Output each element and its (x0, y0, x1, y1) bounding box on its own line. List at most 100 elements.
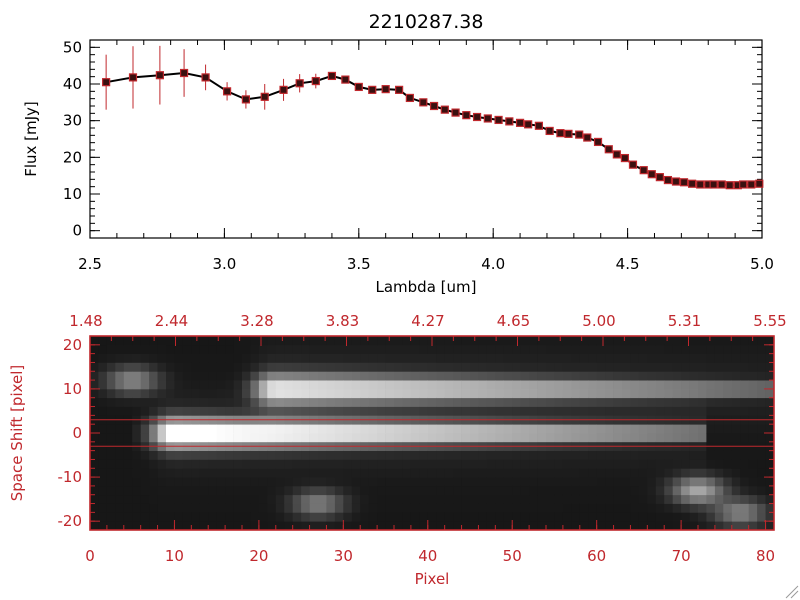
heatmap-cell (470, 362, 479, 372)
heatmap-cell (546, 459, 555, 469)
heatmap-cell (605, 433, 614, 443)
heatmap-cell (757, 485, 766, 496)
heatmap-cell (199, 336, 209, 346)
heatmap-cell (655, 406, 665, 416)
heatmap-cell (351, 521, 361, 531)
heatmap-cell (318, 344, 327, 354)
heatmap-cell (470, 477, 479, 487)
heatmap-cell (647, 521, 657, 531)
heatmap-cell (664, 433, 673, 443)
heatmap-cell (444, 362, 454, 372)
heatmap-cell (748, 362, 758, 372)
heatmap-cell (267, 494, 277, 504)
heatmap-cell (326, 485, 336, 496)
heatmap-cell (757, 362, 766, 372)
heatmap-cell (132, 362, 141, 372)
heatmap-cell (292, 344, 302, 354)
heatmap-cell (258, 503, 268, 513)
heatmap-cell (208, 424, 217, 434)
heatmap-cell (368, 477, 378, 487)
heatmap-cell (318, 406, 327, 416)
heatmap-cell (740, 503, 749, 513)
heatmap-cell (427, 468, 437, 478)
heatmap-cell (672, 450, 682, 460)
heatmap-cell (689, 450, 699, 460)
heatmap-cell (250, 397, 260, 407)
heatmap-cell (284, 503, 293, 513)
heatmap-cell (664, 388, 673, 399)
heatmap-cell (723, 406, 733, 416)
heatmap-cell (123, 388, 133, 399)
heatmap-cell (301, 459, 310, 469)
heatmap-cell (225, 468, 234, 478)
heatmap-cell (419, 485, 429, 496)
heatmap-cell (106, 380, 116, 390)
heatmap-cell (537, 388, 547, 399)
heatmap-cell (292, 371, 302, 381)
heatmap-cell (638, 477, 648, 487)
spectrum-plot-frame (89, 39, 763, 239)
heatmap-cell (537, 406, 547, 416)
heatmap-cell (132, 336, 141, 346)
data-point (440, 105, 449, 114)
heatmap-cell (537, 336, 547, 346)
heatmap-cell (419, 424, 429, 434)
heatmap-cell (368, 503, 378, 513)
heatmap-cell (723, 424, 733, 434)
heatmap-cell (478, 477, 488, 487)
heatmap-cell (216, 503, 226, 513)
heatmap-cell (258, 406, 268, 416)
data-point (671, 177, 681, 186)
heatmap-cell (394, 406, 403, 416)
heatmap-cell (284, 336, 293, 346)
heatmap-cell (486, 503, 496, 513)
heatmap-cell (225, 362, 234, 372)
heatmap-cell (402, 468, 412, 478)
heatmap-cell (554, 433, 564, 443)
heatmap-cell (664, 362, 673, 372)
heatmap-cell (461, 388, 471, 399)
heatmap-cell (368, 459, 378, 469)
heatmap-cell (664, 397, 673, 407)
heatmap-cell (292, 512, 302, 522)
heatmap-cell (360, 468, 369, 478)
heatmap-cell (731, 494, 741, 504)
heatmap-cell (588, 521, 597, 531)
heatmap-cell (731, 406, 741, 416)
heatmap-cell (275, 406, 285, 416)
heatmap-cell (664, 468, 673, 478)
heatmap-cell (123, 512, 133, 522)
heatmap-cell (275, 459, 285, 469)
heatmap-cell (579, 450, 589, 460)
heatmap-cell (284, 485, 293, 496)
heatmap-cell (596, 450, 606, 460)
heatmap-cell (419, 336, 429, 346)
heatmap-cell (740, 424, 749, 434)
heatmap-cell (486, 388, 496, 399)
heatmap-cell (377, 424, 386, 434)
heatmap-cell (537, 494, 547, 504)
heatmap-cell (622, 406, 631, 416)
heatmap-cell (368, 344, 378, 354)
data-point (655, 173, 664, 182)
data-point (483, 114, 492, 123)
heatmap-cell (748, 459, 758, 469)
heatmap-cell (461, 521, 471, 531)
heatmap-cell (672, 424, 682, 434)
heatmap-cell (106, 353, 116, 363)
heatmap-cell (596, 424, 606, 434)
heatmap-cell (444, 485, 454, 496)
heatmap-cell (503, 512, 513, 522)
heatmap-cell (554, 503, 564, 513)
heatmap-cell (554, 521, 564, 531)
heatmap-cell (360, 344, 369, 354)
resize-grip-icon[interactable] (785, 585, 799, 599)
heatmap-cell (115, 353, 125, 363)
heatmap-cell (461, 485, 471, 496)
heatmap-cell (740, 336, 749, 346)
heatmap-cell (554, 336, 564, 346)
heatmap-cell (689, 521, 699, 531)
heatmap-cell (546, 362, 555, 372)
heatmap-cell (596, 353, 606, 363)
